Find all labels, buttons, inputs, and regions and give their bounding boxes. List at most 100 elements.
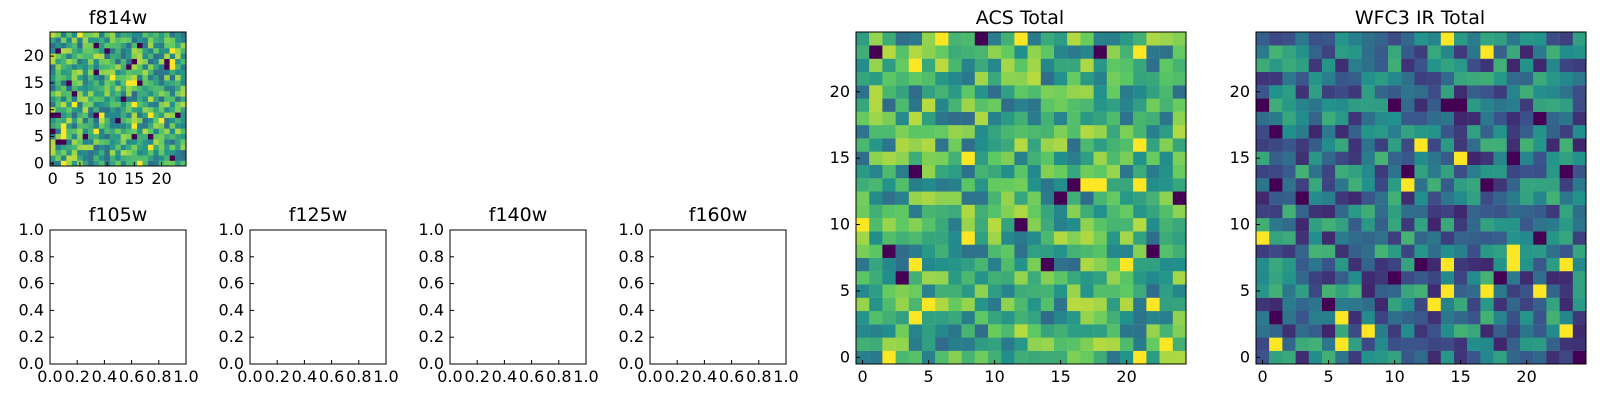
wfc3-ir-total-cell [1335,271,1349,285]
f814w-cell [66,48,72,54]
f814w-cell [50,144,56,151]
wfc3-ir-total-cell [1374,337,1389,351]
acs-total-cell [1080,111,1094,126]
wfc3-ir-total-cell [1374,204,1389,219]
acs-total-cell [988,204,1002,219]
wfc3-ir-total-cell [1401,244,1415,258]
f814w-cell [71,144,78,151]
acs-total-cell [961,284,975,298]
acs-total-cell [948,297,962,312]
wfc3-ir-total-cell [1401,191,1415,205]
wfc3-ir-total-cell [1361,350,1375,365]
wfc3-ir-total-cell [1520,231,1534,245]
acs-total-cell [856,111,870,126]
f814w-cell [164,160,170,167]
f814w-cell [131,42,138,49]
acs-total-cell [1001,178,1015,192]
wfc3-ir-total-cell [1269,324,1283,338]
f814w-cell [137,112,143,118]
acs-total-cell [974,45,989,59]
f814w-cell [104,123,111,129]
f814w-cell [164,42,170,49]
f814w-cell [180,80,187,86]
wfc3-ir-total-cell [1388,271,1402,285]
acs-total-cell [1106,244,1121,258]
f814w-cell [93,128,100,135]
acs-total-cell [1159,297,1173,312]
f814w-cell [137,37,143,43]
acs-total-cell [1014,231,1028,245]
acs-total-cell [1040,71,1055,86]
acs-total-cell [869,297,883,312]
acs-total-cell [856,191,870,205]
f814w-cell [115,133,121,140]
f140w-xtick-label: 1.0 [573,367,598,386]
f814w-cell [158,80,165,86]
acs-total-cell [922,217,936,232]
f814w-cell [137,69,143,76]
acs-total-cell [1040,350,1055,365]
acs-total-cell [1133,111,1147,126]
acs-total-xtick-label: 10 [984,367,1004,386]
f814w-cell [98,37,105,43]
wfc3-ir-total-cell [1572,124,1587,139]
acs-total-cell [882,217,896,232]
wfc3-ir-total-cell [1401,58,1415,73]
f814w-cell [66,80,72,86]
acs-total-cell [1106,151,1121,165]
wfc3-ir-total-cell [1295,297,1309,312]
acs-total-cell [1014,58,1028,73]
f814w-cell [77,101,83,108]
acs-total-cell [1067,297,1081,312]
wfc3-ir-total-cell [1269,244,1283,258]
f814w-cell [120,107,127,113]
wfc3-ir-total-cell [1256,58,1270,73]
acs-total-cell [1027,98,1041,112]
wfc3-ir-total-cell [1427,297,1441,312]
wfc3-ir-total-cell [1520,124,1534,139]
wfc3-ir-total-cell [1308,178,1323,192]
f814w-cell [71,128,78,135]
f814w-cell [175,96,181,102]
wfc3-ir-total-cell [1546,284,1560,298]
acs-total-cell [1093,191,1107,205]
acs-total-cell [974,138,989,152]
f814w-cell [158,117,165,124]
wfc3-ir-total-cell [1256,85,1270,99]
acs-total-cell [922,310,936,325]
acs-total-cell [882,151,896,165]
wfc3-ir-total-cell [1361,244,1375,258]
acs-total-cell [1040,45,1055,59]
f814w-cell [137,80,143,86]
wfc3-ir-total-cell [1348,217,1362,232]
f814w-cell [115,123,121,129]
acs-total-cell [1080,98,1094,112]
f814w-cell [98,101,105,108]
acs-total-cell [948,151,962,165]
f814w-cell [115,42,121,49]
acs-total-cell [1001,337,1015,351]
acs-total-cell [1080,257,1094,272]
acs-total-cell [1080,350,1094,365]
acs-total-cell [908,231,923,245]
wfc3-ir-total-cell [1388,217,1402,232]
wfc3-ir-total-cell [1414,164,1428,179]
acs-total-cell [1120,71,1134,86]
f814w-cell [153,42,159,49]
acs-total-cell [869,45,883,59]
wfc3-ir-total-cell [1295,204,1309,219]
acs-total-cell [1040,310,1055,325]
wfc3-ir-total-cell [1348,231,1362,245]
f814w-cell [93,96,100,102]
wfc3-ir-total-cell [1546,257,1560,272]
heatmap-acs-total [856,32,1187,365]
f814w-cell [66,74,72,81]
wfc3-ir-total-cell [1388,58,1402,73]
wfc3-ir-total-cell [1269,98,1283,112]
f814w-cell [88,149,94,156]
acs-total-cell [922,324,936,338]
wfc3-ir-total-cell [1480,32,1494,46]
wfc3-ir-total-cell [1361,257,1375,272]
wfc3-ir-total-cell [1401,350,1415,365]
